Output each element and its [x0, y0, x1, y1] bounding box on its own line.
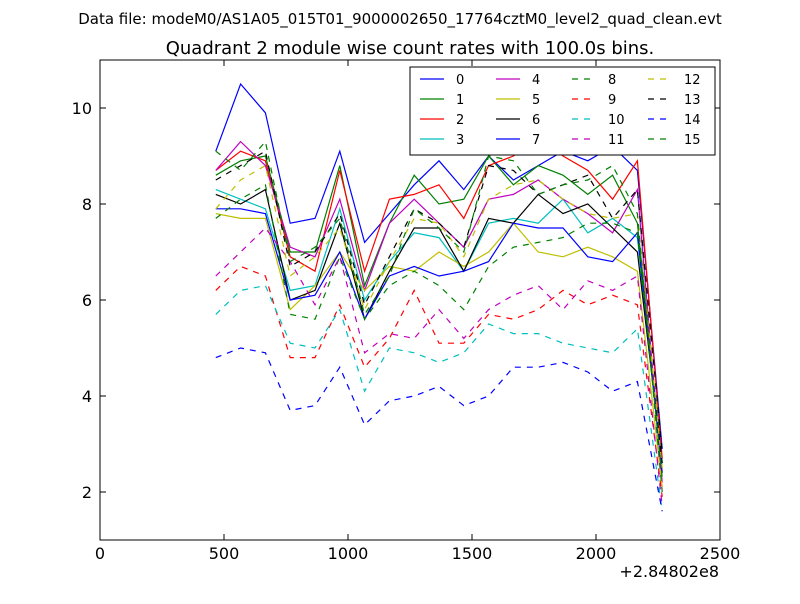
legend-label-7: 7 [532, 133, 540, 148]
legend-label-13: 13 [684, 93, 701, 108]
legend-label-10: 10 [608, 113, 625, 128]
legend-label-1: 1 [456, 93, 464, 108]
series-line-5 [215, 213, 663, 488]
legend-label-2: 2 [456, 113, 464, 128]
x-tick-label: 2500 [700, 544, 741, 563]
series-line-10 [215, 284, 663, 512]
series-line-9 [215, 265, 663, 497]
series-line-1 [215, 154, 663, 464]
y-tick-label: 8 [82, 195, 92, 214]
legend-label-14: 14 [684, 113, 701, 128]
chart-title: Quadrant 2 module wise count rates with … [166, 38, 655, 59]
series-line-11 [215, 227, 663, 507]
y-tick-label: 2 [82, 483, 92, 502]
legend-label-0: 0 [456, 73, 464, 88]
legend-label-11: 11 [608, 133, 625, 148]
series-line-2 [215, 136, 663, 459]
series-line-14 [215, 347, 663, 512]
x-offset-label: +2.84802e8 [619, 562, 719, 581]
legend-label-3: 3 [456, 133, 464, 148]
legend-label-5: 5 [532, 93, 540, 108]
x-tick-label: 1000 [328, 544, 369, 563]
y-tick-label: 6 [82, 291, 92, 310]
series-line-15 [215, 140, 663, 493]
y-tick-label: 10 [72, 99, 92, 118]
series-line-6 [215, 188, 663, 464]
legend-label-4: 4 [532, 73, 540, 88]
series-line-13 [215, 150, 663, 454]
y-tick-label: 4 [82, 387, 92, 406]
legend-label-6: 6 [532, 113, 540, 128]
legend-label-12: 12 [684, 73, 701, 88]
x-tick-label: 500 [209, 544, 240, 563]
legend-label-9: 9 [608, 93, 616, 108]
x-tick-label: 1500 [452, 544, 493, 563]
x-tick-label: 2000 [576, 544, 617, 563]
plot-lines [215, 82, 663, 512]
series-line-0 [215, 82, 663, 449]
legend-label-15: 15 [684, 133, 701, 148]
series-line-3 [215, 189, 663, 473]
legend-label-8: 8 [608, 73, 616, 88]
series-line-7 [215, 208, 663, 473]
legend-box [409, 66, 716, 156]
datafile-label: Data file: modeM0/AS1A05_015T01_90000026… [78, 10, 722, 29]
x-tick-label: 0 [95, 544, 105, 563]
